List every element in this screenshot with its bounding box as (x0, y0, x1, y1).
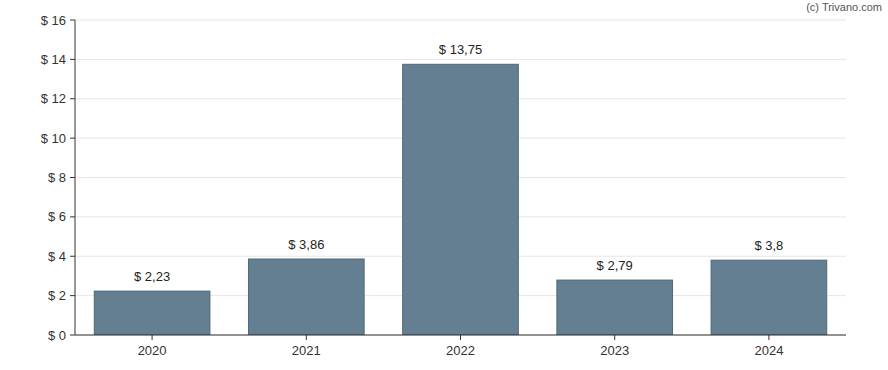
y-tick (70, 20, 75, 21)
y-axis-line (75, 20, 76, 335)
y-tick (70, 59, 75, 60)
y-tick (70, 256, 75, 257)
credit: (c) Trivano.com (806, 1, 882, 13)
axes: 2020 2021 2022 2023 2024 (75, 20, 846, 358)
data-label: $ 3,8 (754, 238, 783, 253)
bar (94, 291, 210, 335)
y-tick-label: $ 14 (41, 52, 66, 67)
y-tick-label: $ 4 (48, 249, 66, 264)
x-tick (152, 335, 153, 340)
y-tick-label: $ 12 (41, 91, 66, 106)
x-tick-label: 2022 (446, 343, 475, 358)
y-tick (70, 98, 75, 99)
chart-container: $ 0 $ 2 $ 4 $ 6 $ 8 $ 10 $ 12 $ 14 $ 16 $ 2,23 $ 3… (0, 0, 888, 370)
y-tick-label: $ 16 (41, 13, 66, 28)
y-tick (70, 335, 75, 336)
y-tick (70, 216, 75, 217)
data-label: $ 2,23 (134, 269, 170, 284)
x-tick (614, 335, 615, 340)
bars (94, 64, 826, 335)
y-tick-label: $ 8 (48, 170, 66, 185)
y-tick (70, 138, 75, 139)
bar (403, 64, 519, 335)
chart-svg: $ 0 $ 2 $ 4 $ 6 $ 8 $ 10 $ 12 $ 14 $ 16 $ 2,23 $ 3… (0, 0, 888, 370)
bar (557, 280, 673, 335)
x-tick-label: 2021 (292, 343, 321, 358)
x-tick-label: 2024 (754, 343, 783, 358)
x-tick (768, 335, 769, 340)
bar (711, 260, 827, 335)
grid-line (75, 20, 846, 21)
grid-line (75, 59, 846, 60)
x-tick-label: 2023 (600, 343, 629, 358)
y-tick (70, 177, 75, 178)
y-tick-label: $ 2 (48, 288, 66, 303)
grid (75, 20, 846, 335)
y-tick-label: $ 10 (41, 131, 66, 146)
bar (248, 259, 364, 335)
y-axis: $ 0 $ 2 $ 4 $ 6 $ 8 $ 10 $ 12 $ 14 $ 16 (41, 13, 75, 343)
data-label: $ 2,79 (597, 258, 633, 273)
x-tick (306, 335, 307, 340)
data-label: $ 13,75 (439, 42, 482, 57)
x-tick (460, 335, 461, 340)
y-tick-label: $ 6 (48, 209, 66, 224)
y-tick (70, 295, 75, 296)
x-tick-label: 2020 (138, 343, 167, 358)
data-label: $ 3,86 (288, 237, 324, 252)
labels: $ 2,23 $ 3,86 $ 13,75 $ 2,79 $ 3,8 (134, 42, 783, 284)
y-tick-label: $ 0 (48, 328, 66, 343)
